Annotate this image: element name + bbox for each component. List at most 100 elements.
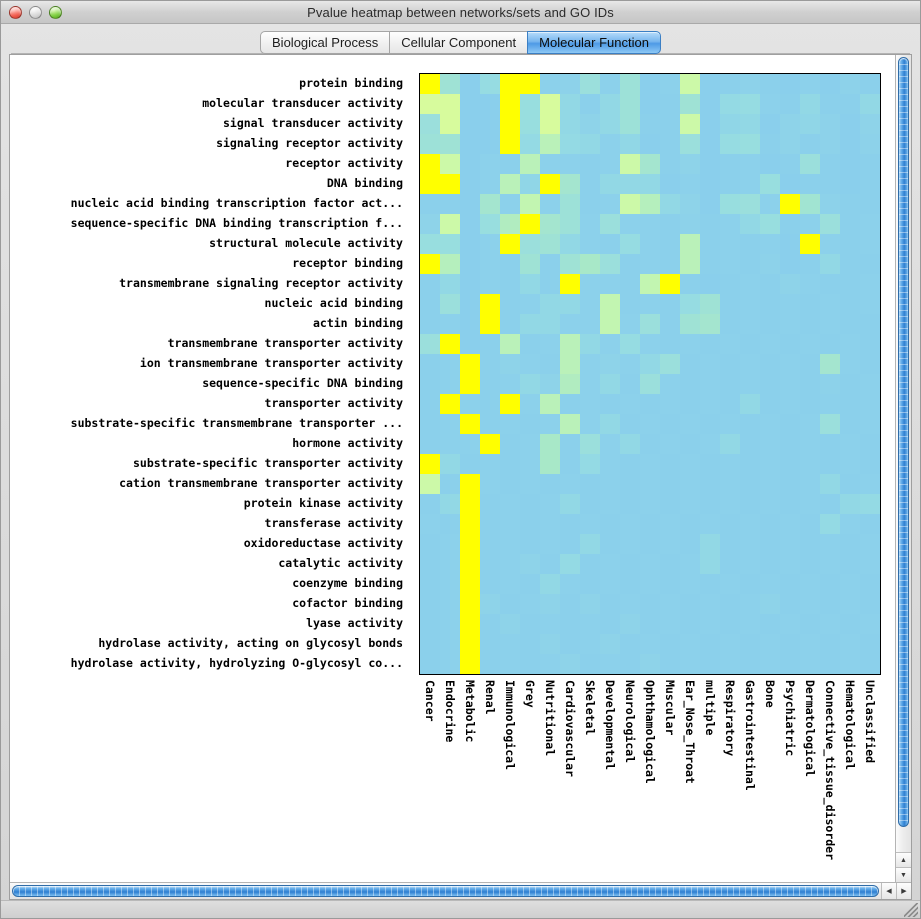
heatmap-cell[interactable] [720,154,740,174]
heatmap-cell[interactable] [800,94,820,114]
heatmap-cell[interactable] [740,614,760,634]
heatmap-cell[interactable] [440,334,460,354]
heatmap-cell[interactable] [680,514,700,534]
heatmap-cell[interactable] [680,374,700,394]
heatmap-cell[interactable] [460,334,480,354]
heatmap-cell[interactable] [680,294,700,314]
heatmap-cell[interactable] [640,134,660,154]
heatmap-cell[interactable] [840,514,860,534]
heatmap-cell[interactable] [420,414,440,434]
heatmap-cell[interactable] [860,354,880,374]
heatmap-cell[interactable] [660,294,680,314]
heatmap-cell[interactable] [780,654,800,674]
heatmap-cell[interactable] [440,394,460,414]
heatmap-cell[interactable] [560,614,580,634]
heatmap-cell[interactable] [780,294,800,314]
heatmap-cell[interactable] [840,654,860,674]
heatmap-cell[interactable] [460,374,480,394]
heatmap-cell[interactable] [600,74,620,94]
heatmap-cell[interactable] [460,474,480,494]
heatmap-cell[interactable] [660,254,680,274]
heatmap-cell[interactable] [560,154,580,174]
heatmap-cell[interactable] [420,334,440,354]
heatmap-cell[interactable] [500,474,520,494]
heatmap-cell[interactable] [500,374,520,394]
heatmap-cell[interactable] [540,374,560,394]
tab-molecular-function[interactable]: Molecular Function [527,31,661,54]
heatmap-cell[interactable] [520,434,540,454]
heatmap-cell[interactable] [840,254,860,274]
heatmap-cell[interactable] [600,434,620,454]
close-button[interactable] [9,5,22,19]
heatmap-cell[interactable] [800,574,820,594]
heatmap-cell[interactable] [560,554,580,574]
heatmap-cell[interactable] [740,494,760,514]
heatmap-cell[interactable] [420,394,440,414]
heatmap-cell[interactable] [560,94,580,114]
heatmap-cell[interactable] [840,554,860,574]
heatmap-cell[interactable] [600,294,620,314]
heatmap-cell[interactable] [720,294,740,314]
heatmap-cell[interactable] [460,654,480,674]
heatmap-cell[interactable] [460,554,480,574]
heatmap-cell[interactable] [740,514,760,534]
heatmap-cell[interactable] [720,74,740,94]
heatmap-cell[interactable] [760,314,780,334]
heatmap-cell[interactable] [660,474,680,494]
heatmap-cell[interactable] [800,474,820,494]
heatmap-cell[interactable] [720,594,740,614]
heatmap-cell[interactable] [600,154,620,174]
heatmap-cell[interactable] [640,454,660,474]
heatmap-cell[interactable] [840,154,860,174]
heatmap-cell[interactable] [460,414,480,434]
heatmap-cell[interactable] [480,74,500,94]
heatmap-cell[interactable] [760,354,780,374]
heatmap-cell[interactable] [500,114,520,134]
heatmap-cell[interactable] [460,154,480,174]
heatmap-cell[interactable] [740,274,760,294]
heatmap-cell[interactable] [440,474,460,494]
heatmap-cell[interactable] [600,514,620,534]
heatmap-cell[interactable] [600,474,620,494]
heatmap-cell[interactable] [600,414,620,434]
heatmap-cell[interactable] [640,294,660,314]
heatmap-cell[interactable] [600,534,620,554]
heatmap-cell[interactable] [740,194,760,214]
minimize-button[interactable] [29,5,42,19]
heatmap-cell[interactable] [560,274,580,294]
heatmap-cell[interactable] [420,434,440,454]
heatmap-cell[interactable] [480,254,500,274]
heatmap-cell[interactable] [460,434,480,454]
heatmap-cell[interactable] [660,594,680,614]
heatmap-cell[interactable] [800,514,820,534]
heatmap-cell[interactable] [780,534,800,554]
heatmap-cell[interactable] [800,334,820,354]
heatmap-cell[interactable] [480,314,500,334]
heatmap-cell[interactable] [580,194,600,214]
heatmap-cell[interactable] [840,614,860,634]
heatmap-cell[interactable] [760,594,780,614]
heatmap-cell[interactable] [520,274,540,294]
heatmap-cell[interactable] [540,134,560,154]
heatmap-cell[interactable] [720,534,740,554]
heatmap-cell[interactable] [740,334,760,354]
heatmap-cell[interactable] [500,434,520,454]
heatmap-cell[interactable] [680,454,700,474]
heatmap-cell[interactable] [840,634,860,654]
heatmap-cell[interactable] [740,134,760,154]
heatmap-cell[interactable] [580,574,600,594]
heatmap-canvas[interactable]: protein binding molecular transducer acti… [10,55,895,882]
heatmap-cell[interactable] [700,534,720,554]
heatmap-cell[interactable] [840,294,860,314]
heatmap-cell[interactable] [500,634,520,654]
heatmap-cell[interactable] [840,74,860,94]
heatmap-cell[interactable] [480,574,500,594]
heatmap-cell[interactable] [660,494,680,514]
heatmap-cell[interactable] [580,394,600,414]
heatmap-cell[interactable] [440,134,460,154]
heatmap-cell[interactable] [600,614,620,634]
heatmap-cell[interactable] [500,494,520,514]
heatmap-cell[interactable] [720,234,740,254]
heatmap-cell[interactable] [820,234,840,254]
heatmap-cell[interactable] [840,594,860,614]
